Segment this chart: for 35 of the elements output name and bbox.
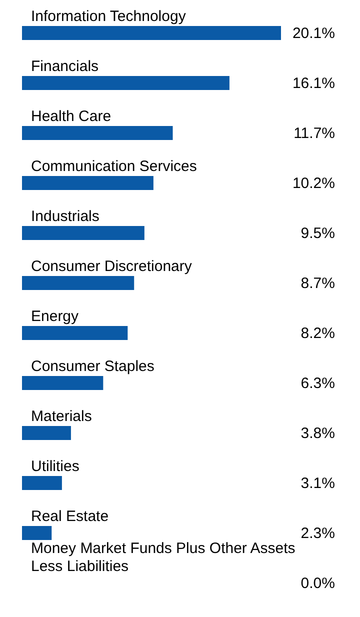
y-tick-label: Industrials	[31, 208, 100, 225]
bar	[22, 326, 128, 340]
bar	[22, 126, 173, 140]
bar	[22, 476, 62, 490]
bar	[22, 26, 281, 40]
y-tick-label: Materials	[31, 408, 92, 425]
data-label: 20.1%	[292, 25, 335, 42]
y-tick-label: Consumer Staples	[31, 358, 154, 375]
data-label: 6.3%	[300, 375, 335, 392]
y-tick-label: Financials	[31, 58, 99, 75]
data-label: 16.1%	[292, 75, 335, 92]
y-tick-label: Energy	[31, 308, 80, 325]
data-label: 10.2%	[292, 175, 335, 192]
bar	[22, 76, 230, 90]
bar	[22, 426, 71, 440]
y-tick-label: Utilities	[31, 458, 80, 475]
data-label: 8.2%	[300, 325, 335, 342]
bar	[22, 526, 52, 540]
bar	[22, 376, 104, 390]
data-label: 3.1%	[300, 475, 335, 492]
data-label: 0.0%	[300, 575, 335, 592]
y-tick-label: Real Estate	[31, 508, 109, 525]
data-label: 3.8%	[300, 425, 335, 442]
bar	[22, 226, 144, 240]
data-label: 8.7%	[300, 275, 335, 292]
data-label: 11.7%	[294, 125, 335, 142]
y-tick-label: Money Market Funds Plus Other Assets Less Liabilities	[31, 540, 296, 575]
bar	[22, 276, 134, 290]
bar	[22, 176, 154, 190]
data-label: 9.5%	[300, 225, 335, 242]
y-tick-label: Information Technology	[31, 8, 186, 25]
y-tick-label: Consumer Discretionary	[31, 258, 192, 275]
data-label: 2.3%	[300, 525, 335, 542]
y-tick-label: Health Care	[31, 108, 112, 125]
y-tick-label: Communication Services	[31, 158, 197, 175]
